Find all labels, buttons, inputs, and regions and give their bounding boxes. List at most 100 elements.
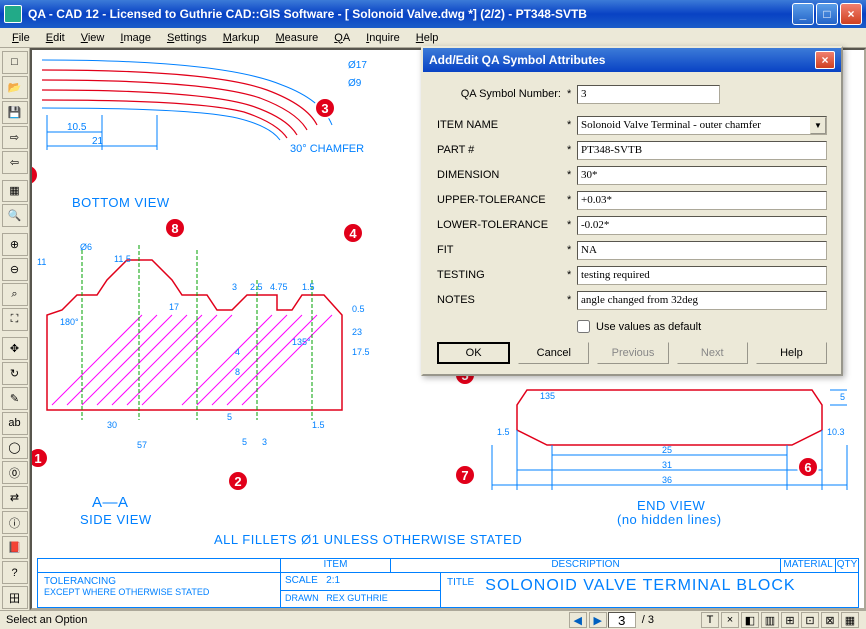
tb-tolerancing: TOLERANCING xyxy=(44,576,274,587)
label-aa: A—A xyxy=(92,494,129,511)
svg-text:30: 30 xyxy=(107,420,117,430)
tb-material-header: MATERIAL xyxy=(781,559,836,572)
maximize-button[interactable]: □ xyxy=(816,3,838,25)
new-icon[interactable]: □ xyxy=(2,51,28,74)
svg-text:1.5: 1.5 xyxy=(302,282,315,292)
page-prev-button[interactable]: ◀ xyxy=(569,612,587,628)
dropdown-button[interactable]: ▼ xyxy=(810,117,826,134)
field-label-fit: FIT xyxy=(437,244,567,256)
tb-scale-value: 2:1 xyxy=(326,575,340,586)
field-input-lower-tolerance[interactable] xyxy=(577,216,827,235)
callout-9[interactable]: 9 xyxy=(30,164,45,192)
status-tool-3[interactable]: ▥ xyxy=(761,612,779,628)
svg-text:36: 36 xyxy=(662,475,672,485)
page-next-button[interactable]: ▶ xyxy=(589,612,607,628)
svg-text:11.5: 11.5 xyxy=(114,254,131,264)
previous-button[interactable]: Previous xyxy=(597,342,668,364)
svg-text:180°: 180° xyxy=(60,317,79,327)
field-input-notes[interactable] xyxy=(577,291,827,310)
help-icon[interactable]: ? xyxy=(2,561,28,584)
status-tool-7[interactable]: ▦ xyxy=(841,612,859,628)
svg-text:3: 3 xyxy=(232,282,237,292)
arrow-left-icon[interactable]: ⇦ xyxy=(2,151,28,174)
next-button[interactable]: Next xyxy=(677,342,748,364)
use-defaults-label: Use values as default xyxy=(596,321,701,333)
tb-scale-label: SCALE xyxy=(285,575,318,586)
menu-view[interactable]: View xyxy=(73,30,113,46)
callout-4[interactable]: 4 xyxy=(342,222,370,250)
close-button[interactable]: × xyxy=(840,3,862,25)
layers-icon[interactable]: ▦ xyxy=(2,180,28,203)
info-icon[interactable]: ⓘ xyxy=(2,511,28,534)
callout-3[interactable]: 3 xyxy=(314,97,342,125)
callout-2[interactable]: 2 xyxy=(227,470,255,498)
zoom-window-icon[interactable]: ⌕ xyxy=(2,283,28,306)
open-icon[interactable]: 📂 xyxy=(2,76,28,99)
field-label-dimension: DIMENSION xyxy=(437,169,567,181)
dialog-close-button[interactable]: × xyxy=(815,51,835,69)
app-icon xyxy=(4,5,22,23)
label-bottom-view: BOTTOM VIEW xyxy=(72,195,170,210)
status-tool-4[interactable]: ⊞ xyxy=(781,612,799,628)
qa-attributes-dialog: Add/Edit QA Symbol Attributes × QA Symbo… xyxy=(421,46,843,376)
field-input-part-[interactable] xyxy=(577,141,827,160)
use-defaults-checkbox[interactable] xyxy=(577,320,590,333)
status-tool-2[interactable]: ◧ xyxy=(741,612,759,628)
book-icon[interactable]: 📕 xyxy=(2,536,28,559)
dialog-titlebar[interactable]: Add/Edit QA Symbol Attributes × xyxy=(423,48,841,72)
zoom-extents-icon[interactable]: ⛶ xyxy=(2,308,28,331)
status-tool-0[interactable]: T xyxy=(701,612,719,628)
page-current-input[interactable] xyxy=(608,612,636,628)
menu-qa[interactable]: QA xyxy=(326,30,358,46)
zoom-out-icon[interactable]: ⊖ xyxy=(2,258,28,281)
svg-text:2.5: 2.5 xyxy=(250,282,263,292)
window-titlebar: QA - CAD 12 - Licensed to Guthrie CAD::G… xyxy=(0,0,866,28)
svg-text:135: 135 xyxy=(540,391,555,401)
qa-symbol-icon[interactable]: ⓪ xyxy=(2,461,28,484)
compare-icon[interactable]: ⇄ xyxy=(2,486,28,509)
menu-markup[interactable]: Markup xyxy=(215,30,268,46)
field-input-fit[interactable] xyxy=(577,241,827,260)
symbol-number-input[interactable] xyxy=(577,85,720,104)
menu-help[interactable]: Help xyxy=(408,30,447,46)
cancel-button[interactable]: Cancel xyxy=(518,342,589,364)
menu-edit[interactable]: Edit xyxy=(38,30,73,46)
status-tool-6[interactable]: ⊠ xyxy=(821,612,839,628)
save-icon[interactable]: 💾 xyxy=(2,101,28,124)
label-no-hidden: (no hidden lines) xyxy=(617,512,722,527)
circle-icon[interactable]: ◯ xyxy=(2,437,28,460)
callout-1[interactable]: 1 xyxy=(30,447,55,475)
status-text: Select an Option xyxy=(6,614,568,626)
arrow-right-icon[interactable]: ⇨ xyxy=(2,126,28,149)
find-icon[interactable]: 🔍 xyxy=(2,204,28,227)
svg-text:25: 25 xyxy=(662,445,672,455)
minimize-button[interactable]: _ xyxy=(792,3,814,25)
svg-text:31: 31 xyxy=(662,460,672,470)
callout-6[interactable]: 6 xyxy=(797,456,825,484)
pencil-icon[interactable]: ✎ xyxy=(2,387,28,410)
help-button[interactable]: Help xyxy=(756,342,827,364)
symbol-number-label: QA Symbol Number: xyxy=(437,88,567,100)
zoom-in-icon[interactable]: ⊕ xyxy=(2,233,28,256)
label-side-view: SIDE VIEW xyxy=(80,512,152,527)
field-input-testing[interactable] xyxy=(577,266,827,285)
field-input-upper-tolerance[interactable] xyxy=(577,191,827,210)
text-icon[interactable]: ab xyxy=(2,412,28,435)
config-icon[interactable]: 田 xyxy=(2,586,28,609)
field-input-dimension[interactable] xyxy=(577,166,827,185)
rotate-icon[interactable]: ↻ xyxy=(2,362,28,385)
ok-button[interactable]: OK xyxy=(437,342,510,364)
label-end-view: END VIEW xyxy=(637,498,705,513)
menu-inquire[interactable]: Inquire xyxy=(358,30,408,46)
menu-image[interactable]: Image xyxy=(112,30,159,46)
callout-7[interactable]: 7 xyxy=(454,464,482,492)
callout-8[interactable]: 8 xyxy=(164,217,192,245)
field-label-item-name: ITEM NAME xyxy=(437,119,567,131)
menu-settings[interactable]: Settings xyxy=(159,30,215,46)
field-input-item-name[interactable] xyxy=(577,116,827,135)
status-tool-1[interactable]: × xyxy=(721,612,739,628)
menu-file[interactable]: File xyxy=(4,30,38,46)
pan-icon[interactable]: ✥ xyxy=(2,337,28,360)
menu-measure[interactable]: Measure xyxy=(267,30,326,46)
status-tool-5[interactable]: ⊡ xyxy=(801,612,819,628)
